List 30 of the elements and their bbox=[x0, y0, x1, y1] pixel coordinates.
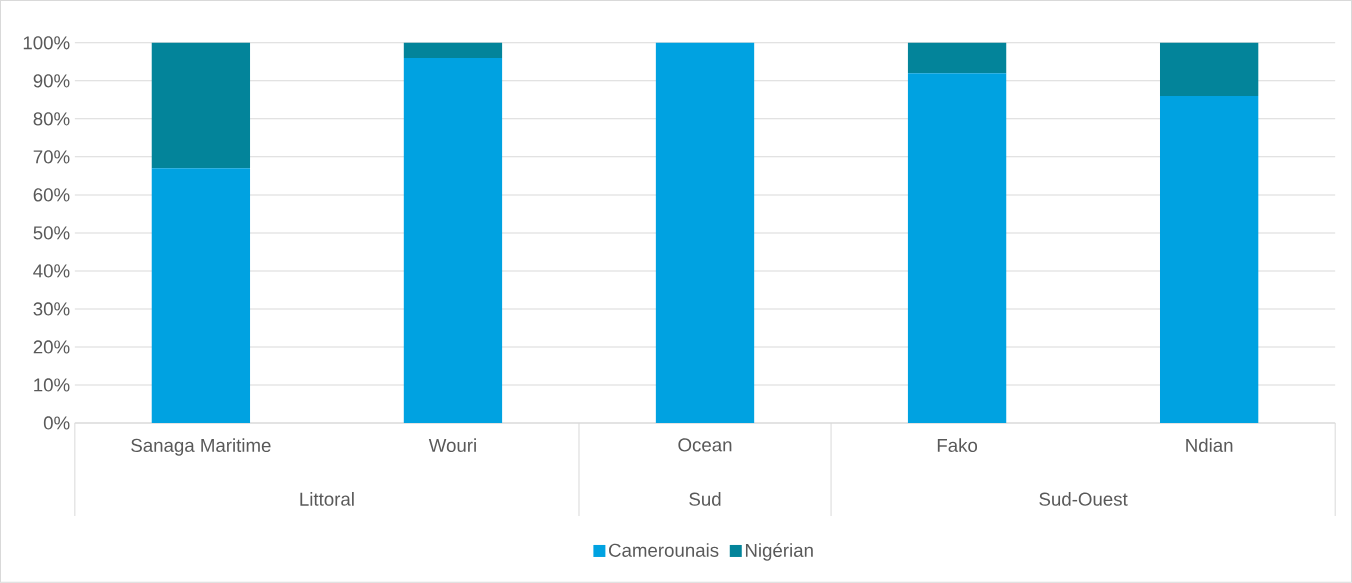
y-tick-label: 90% bbox=[33, 74, 70, 88]
y-tick-label: 50% bbox=[33, 226, 70, 240]
y-tick-label: 100% bbox=[23, 36, 70, 50]
x-tick-label: Fako bbox=[937, 438, 978, 453]
legend-label: Camerounais bbox=[609, 543, 719, 558]
x-tick-label: Wouri bbox=[428, 438, 476, 453]
y-tick-label: 60% bbox=[33, 188, 70, 202]
y-tick-label: 80% bbox=[33, 112, 70, 126]
y-tick-label: 10% bbox=[34, 378, 70, 392]
legend-label: Nigérian bbox=[745, 543, 813, 561]
text: Sud bbox=[689, 492, 721, 506]
bar bbox=[655, 42, 755, 424]
y-tick-label: 20% bbox=[33, 340, 70, 354]
x-tick-label: Ocean bbox=[678, 438, 732, 452]
text: Sud-Ouest bbox=[1039, 492, 1128, 506]
bar bbox=[1159, 96, 1259, 424]
bar bbox=[907, 73, 1007, 424]
x-tick-label: Sanaga Maritime bbox=[131, 438, 271, 456]
bar bbox=[1159, 42, 1259, 97]
y-tick-label: 0% bbox=[43, 416, 70, 430]
bar bbox=[403, 42, 503, 59]
bar bbox=[151, 168, 251, 424]
bar bbox=[907, 42, 1007, 74]
y-tick-label: 70% bbox=[33, 150, 70, 164]
bar bbox=[151, 42, 251, 169]
y-tick-label: 40% bbox=[33, 264, 70, 278]
text: Littoral bbox=[300, 492, 354, 506]
bar bbox=[403, 58, 503, 424]
x-tick-label: Ndian bbox=[1186, 438, 1233, 453]
y-tick-label: 30% bbox=[33, 302, 70, 316]
